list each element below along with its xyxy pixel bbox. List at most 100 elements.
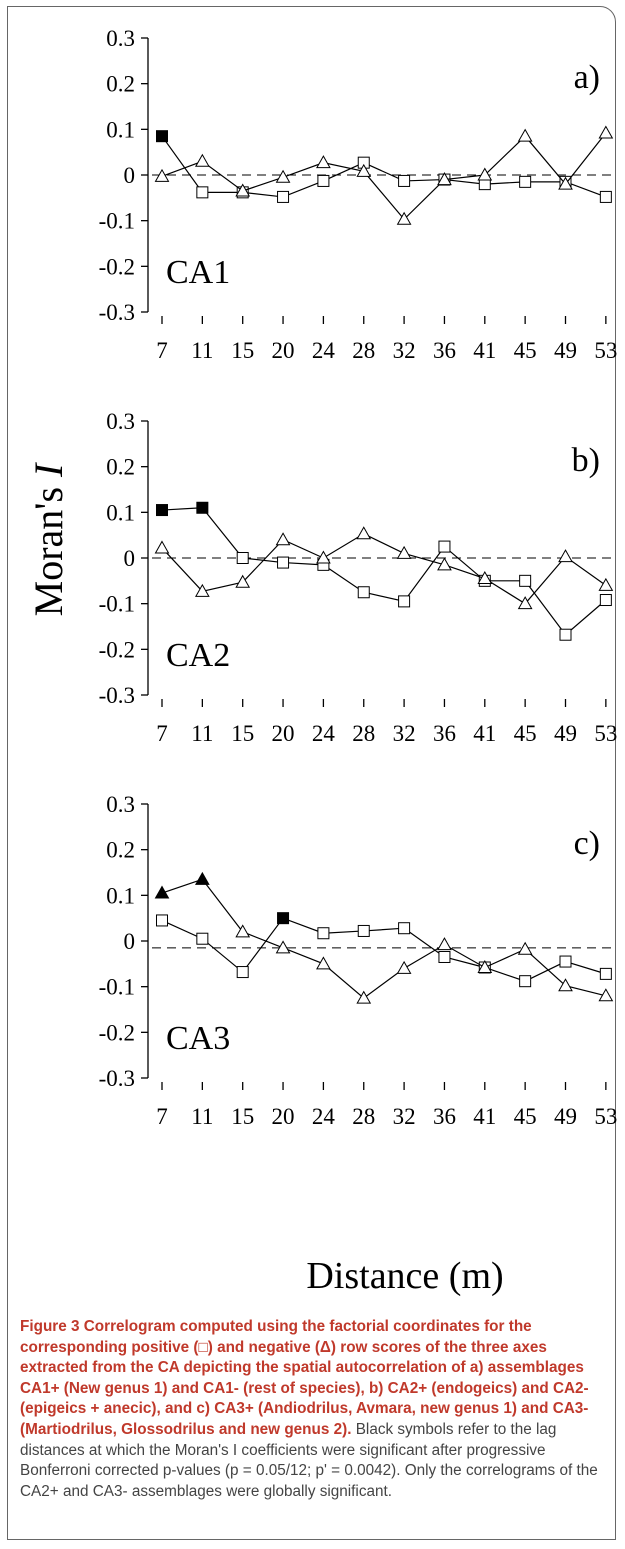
panel-3-letter: c) xyxy=(574,825,600,862)
panel-2-x-tick-label: 15 xyxy=(231,721,254,746)
panel-1-triangle-point xyxy=(356,163,372,177)
caption-heading: Correlogram computed using the factorial… xyxy=(20,1318,589,1438)
panel-1-y-tick-label: -0.1 xyxy=(99,209,135,234)
panel-2-y-tick-label: 0.2 xyxy=(106,455,135,480)
panel-3-triangle-point xyxy=(275,940,291,954)
panel-2-square-point xyxy=(236,552,249,564)
panel-1-triangle-point xyxy=(558,176,573,190)
panel-2-x-tick-label: 36 xyxy=(433,721,456,746)
panel-1-x-tick-label: 36 xyxy=(433,338,456,363)
panel-3-x-tick-label: 28 xyxy=(352,1104,375,1129)
panel-2-label: CA2 xyxy=(166,637,230,674)
panel-3-x-tick-label: 53 xyxy=(594,1104,617,1129)
panel-3-x-tick-label: 11 xyxy=(191,1104,213,1129)
panel-2-y-tick-label: 0 xyxy=(124,546,136,571)
panel-3-x-tick-label: 41 xyxy=(473,1104,496,1129)
panel-1-square-point xyxy=(398,174,411,187)
panel-2-y-tick-label: -0.2 xyxy=(99,637,135,662)
panel-1-triangle-point xyxy=(235,183,251,197)
panel-1-square-point xyxy=(519,175,532,188)
panel-1-square-point xyxy=(196,186,209,199)
caption-body: Black symbols refer to the lag distances… xyxy=(20,1420,598,1500)
panel-2-square-point xyxy=(438,540,451,553)
panel-3-square-point xyxy=(236,966,249,979)
panel-3-label: CA3 xyxy=(166,1020,230,1057)
panel-2-x-tick-label: 49 xyxy=(554,721,577,746)
panel-1-x-tick-label: 11 xyxy=(191,338,213,363)
panel-1-x-tick-label: 53 xyxy=(594,338,617,363)
panel-2-square-point xyxy=(357,586,370,599)
panel-1-y-tick-label: 0.3 xyxy=(106,26,135,51)
panel-3-square-point xyxy=(317,927,330,940)
panel-1-triangle-point xyxy=(396,211,412,225)
panel-2-square-point xyxy=(599,594,612,607)
panel-3-x-tick-label: 45 xyxy=(514,1104,537,1129)
panel-3-y-tick-label: -0.1 xyxy=(99,975,135,1000)
panel-3-square-point xyxy=(277,912,290,925)
panel-2-triangle-point xyxy=(356,526,372,540)
panel-2-y-tick-label: -0.1 xyxy=(99,592,135,617)
panel-2-triangle-point xyxy=(437,557,452,571)
panel-1-y-tick-label: 0.2 xyxy=(106,72,135,97)
panel-2-triangle-point xyxy=(235,574,251,588)
panel-1-square-point xyxy=(599,190,612,203)
panel-3-y-tick-label: 0.2 xyxy=(106,838,135,863)
panel-1-y-tick-label: 0 xyxy=(124,163,136,188)
panel-2-square-point xyxy=(398,595,411,608)
panel-1-triangle-point xyxy=(517,128,533,142)
panel-2-square-point xyxy=(519,574,532,587)
panel-1-series-triangle-line xyxy=(161,132,607,221)
panel-3-y-tick-label: -0.2 xyxy=(99,1020,135,1045)
figure-frame xyxy=(7,6,616,1540)
panel-3-triangle-point xyxy=(598,988,614,1002)
panel-2-x-tick-label: 11 xyxy=(191,721,213,746)
panel-3-series-triangle-line xyxy=(161,878,606,999)
panel-1-series-square-line xyxy=(161,135,607,198)
panel-3-y-tick-label: 0 xyxy=(124,929,136,954)
panel-1-triangle-point xyxy=(477,167,493,181)
panel-1-x-tick-label: 24 xyxy=(312,338,336,363)
panel-3-triangle-point xyxy=(558,978,573,992)
panel-3-square-point xyxy=(559,955,572,968)
panel-1-triangle-point xyxy=(275,169,291,183)
panel-1-square-point xyxy=(277,190,290,203)
panel-3-triangle-point xyxy=(194,871,210,885)
panel-2-y-tick-label: 0.3 xyxy=(106,409,135,434)
panel-3-x-tick-label: 32 xyxy=(393,1104,416,1129)
panel-1-y-tick-label: -0.2 xyxy=(99,254,135,279)
correlogram-charts: Moran's I Distance (m) 0.3 0.2 0.1 0 -0.1 -0.… xyxy=(26,26,617,1297)
panel-3-x-tick-label: 15 xyxy=(231,1104,254,1129)
panel-2-square-point xyxy=(196,501,209,514)
panel-3-square-point xyxy=(156,914,168,927)
panel-1-x-tick-label: 15 xyxy=(231,338,254,363)
panel-2-triangle-point xyxy=(275,532,291,546)
panel-3-square-point xyxy=(398,922,411,935)
panel-1-triangle-point xyxy=(437,172,452,186)
panel-1-label: CA1 xyxy=(166,254,230,291)
panel-2-triangle-point xyxy=(194,583,210,597)
panel-3-x-tick-label: 36 xyxy=(433,1104,456,1129)
panel-1-triangle-point xyxy=(154,168,170,182)
panel-3-triangle-point xyxy=(154,885,170,899)
panel-2-triangle-point xyxy=(154,540,170,554)
panel-3-square-point xyxy=(357,924,370,937)
panel-3-triangle-point xyxy=(517,941,533,955)
panel-3-x-tick-label: 49 xyxy=(554,1104,577,1129)
panel-1-x-tick-label: 7 xyxy=(156,338,168,363)
panel-2-x-tick-label: 7 xyxy=(156,721,168,746)
panel-1-triangle-point xyxy=(598,125,614,139)
panel-2-series-square-line xyxy=(161,507,607,636)
panel-2-square-point xyxy=(559,628,572,641)
panel-3-x-tick-label: 20 xyxy=(272,1104,295,1129)
panel-1-x-tick-label: 32 xyxy=(393,338,416,363)
panel-1-x-tick-label: 45 xyxy=(514,338,537,363)
panel-2-x-tick-label: 41 xyxy=(473,721,496,746)
panel-2-y-tick-label: 0.1 xyxy=(106,500,135,525)
panel-2-x-tick-label: 53 xyxy=(594,721,617,746)
panel-3-x-tick-label: 7 xyxy=(156,1104,168,1129)
panel-2-triangle-point xyxy=(477,571,493,585)
panel-1-square-point xyxy=(156,130,168,143)
panel-3-triangle-point xyxy=(437,937,452,951)
panel-2-triangle-point xyxy=(517,596,533,610)
panel-2-x-tick-label: 45 xyxy=(514,721,537,746)
